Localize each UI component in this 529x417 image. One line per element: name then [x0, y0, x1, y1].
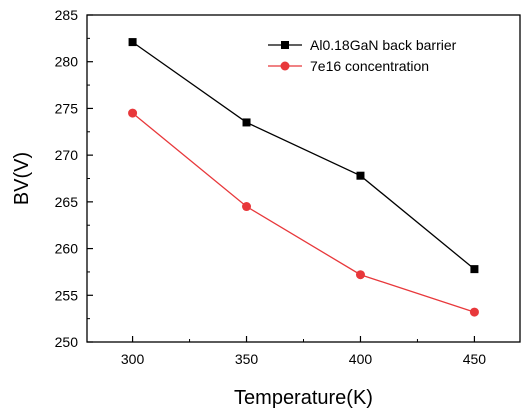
series-line	[132, 41, 475, 270]
series-circle	[128, 108, 479, 317]
x-axis-title: Temperature(K)	[234, 387, 373, 409]
legend-marker	[281, 41, 289, 49]
legend: Al0.18GaN back barrier 7e16 concentration	[268, 37, 457, 74]
y-tick-label: 275	[55, 100, 79, 116]
legend-label: Al0.18GaN back barrier	[310, 37, 457, 53]
x-tick-label: 350	[235, 351, 259, 367]
x-tick-label: 400	[349, 351, 373, 367]
y-tick-label: 250	[55, 334, 79, 350]
x-tick-label: 450	[463, 351, 487, 367]
data-point	[128, 38, 137, 47]
y-tick-label: 265	[55, 194, 79, 210]
x-tick-label: 300	[121, 351, 145, 367]
plot-area: 300 350 400 450 250 255 260 265 270 275 280 285	[55, 7, 521, 367]
data-point	[242, 202, 252, 212]
y-tick-label: 255	[55, 287, 79, 303]
y-axis-title: BV(V)	[11, 152, 33, 205]
legend-item: Al0.18GaN back barrier	[268, 37, 457, 53]
y-tick-label: 270	[55, 147, 79, 163]
series-line	[132, 112, 475, 313]
series-layer	[128, 38, 479, 317]
y-axis: 250 255 260 265 270 275 280 285	[55, 7, 93, 350]
y-tick-label: 280	[55, 54, 79, 70]
plot-frame	[86, 14, 521, 343]
y-tick-label: 260	[55, 241, 79, 257]
y-tick-label: 285	[55, 7, 79, 23]
series-square	[128, 38, 479, 274]
data-point	[128, 108, 138, 118]
data-point	[356, 171, 365, 180]
data-point	[470, 265, 479, 274]
x-axis: 300 350 400 450	[121, 336, 486, 367]
legend-marker	[280, 61, 290, 71]
legend-item: 7e16 concentration	[268, 58, 429, 74]
data-point	[355, 270, 365, 280]
data-point	[469, 307, 479, 317]
data-point	[242, 118, 251, 127]
legend-label: 7e16 concentration	[310, 58, 429, 74]
